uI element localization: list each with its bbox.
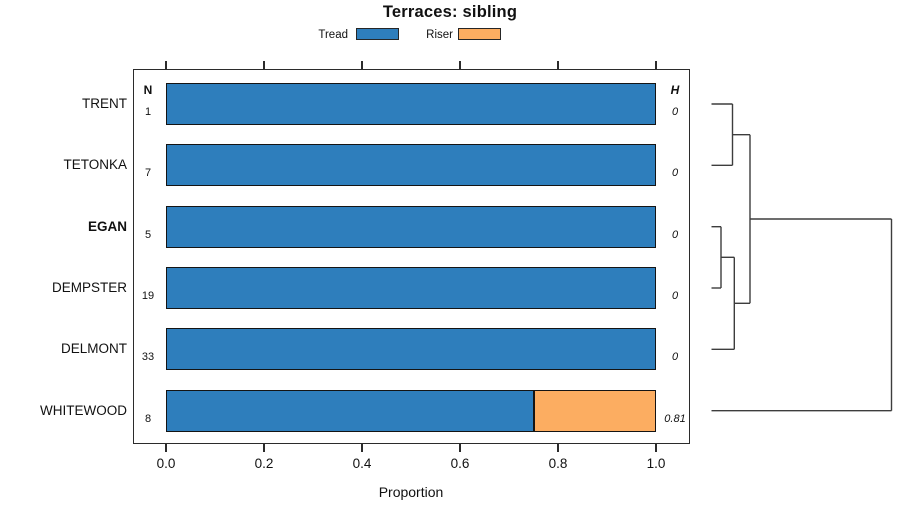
category-label: DEMPSTER — [51, 280, 127, 295]
x-tick-top — [655, 61, 657, 69]
bar-row-dempster: DEMPSTER 19 0 — [0, 267, 900, 309]
legend-label-riser: Riser — [426, 29, 453, 41]
n-value: 19 — [141, 290, 155, 302]
stacked-bar — [166, 205, 656, 248]
category-label: TRENT — [82, 96, 127, 111]
x-tick-bottom — [361, 444, 363, 452]
h-value: 0 — [671, 106, 679, 118]
x-tick-top — [165, 61, 167, 69]
x-tick-top — [361, 61, 363, 69]
x-tick-bottom — [165, 444, 167, 452]
h-value: 0 — [671, 290, 679, 302]
x-tick-label: 0.2 — [254, 456, 274, 471]
tread-segment — [166, 83, 656, 125]
n-value: 5 — [144, 228, 152, 241]
n-value: 1 — [144, 106, 152, 118]
h-value: 0 — [671, 351, 679, 364]
tread-segment — [166, 328, 656, 371]
x-tick-top — [459, 61, 461, 69]
tread-segment — [166, 389, 534, 432]
x-tick-label: 0.0 — [156, 456, 176, 471]
x-tick-bottom — [263, 444, 265, 452]
x-axis-title: Proportion — [378, 484, 444, 500]
h-value: 0 — [671, 228, 679, 241]
stacked-bar — [166, 328, 656, 371]
x-tick-top — [263, 61, 265, 69]
x-tick-label: 0.4 — [352, 456, 372, 471]
legend-swatch-tread — [356, 28, 399, 40]
x-tick-bottom — [655, 444, 657, 452]
x-tick-bottom — [557, 444, 559, 452]
x-tick-label: 0.8 — [548, 456, 568, 471]
legend-swatch-riser — [458, 28, 501, 40]
stacked-bar — [166, 389, 656, 432]
tread-segment — [166, 205, 656, 248]
h-column-header: H — [670, 83, 680, 97]
n-column-header: N — [143, 83, 153, 97]
category-label: DELMONT — [60, 341, 127, 357]
category-label: WHITEWOOD — [40, 402, 127, 418]
bar-row-trent: TRENT 1 0 — [0, 83, 900, 125]
tread-segment — [166, 144, 656, 187]
category-label: TETONKA — [63, 157, 127, 173]
n-value: 7 — [144, 167, 152, 180]
riser-segment — [533, 389, 656, 432]
category-label: EGAN — [87, 218, 127, 234]
stacked-bar — [166, 83, 656, 125]
x-tick-bottom — [459, 444, 461, 452]
bar-row-delmont: DELMONT 33 0 — [0, 328, 900, 371]
h-value: 0 — [671, 167, 679, 180]
stacked-bar — [166, 267, 656, 309]
bar-row-egan: EGAN 5 0 — [0, 205, 900, 248]
n-value: 33 — [141, 351, 155, 364]
x-tick-label: 1.0 — [646, 456, 666, 471]
chart-title: Terraces: sibling — [382, 3, 518, 21]
plot-area — [132, 68, 690, 444]
h-value: 0.81 — [664, 412, 686, 425]
tread-segment — [166, 267, 656, 309]
bar-row-tetonka: TETONKA 7 0 — [0, 144, 900, 187]
x-tick-top — [557, 61, 559, 69]
bar-row-whitewood: WHITEWOOD 8 0.81 — [0, 389, 900, 432]
stacked-bar — [166, 144, 656, 187]
x-tick-label: 0.6 — [450, 456, 470, 471]
n-value: 8 — [144, 412, 152, 425]
legend-label-tread: Tread — [318, 29, 348, 41]
